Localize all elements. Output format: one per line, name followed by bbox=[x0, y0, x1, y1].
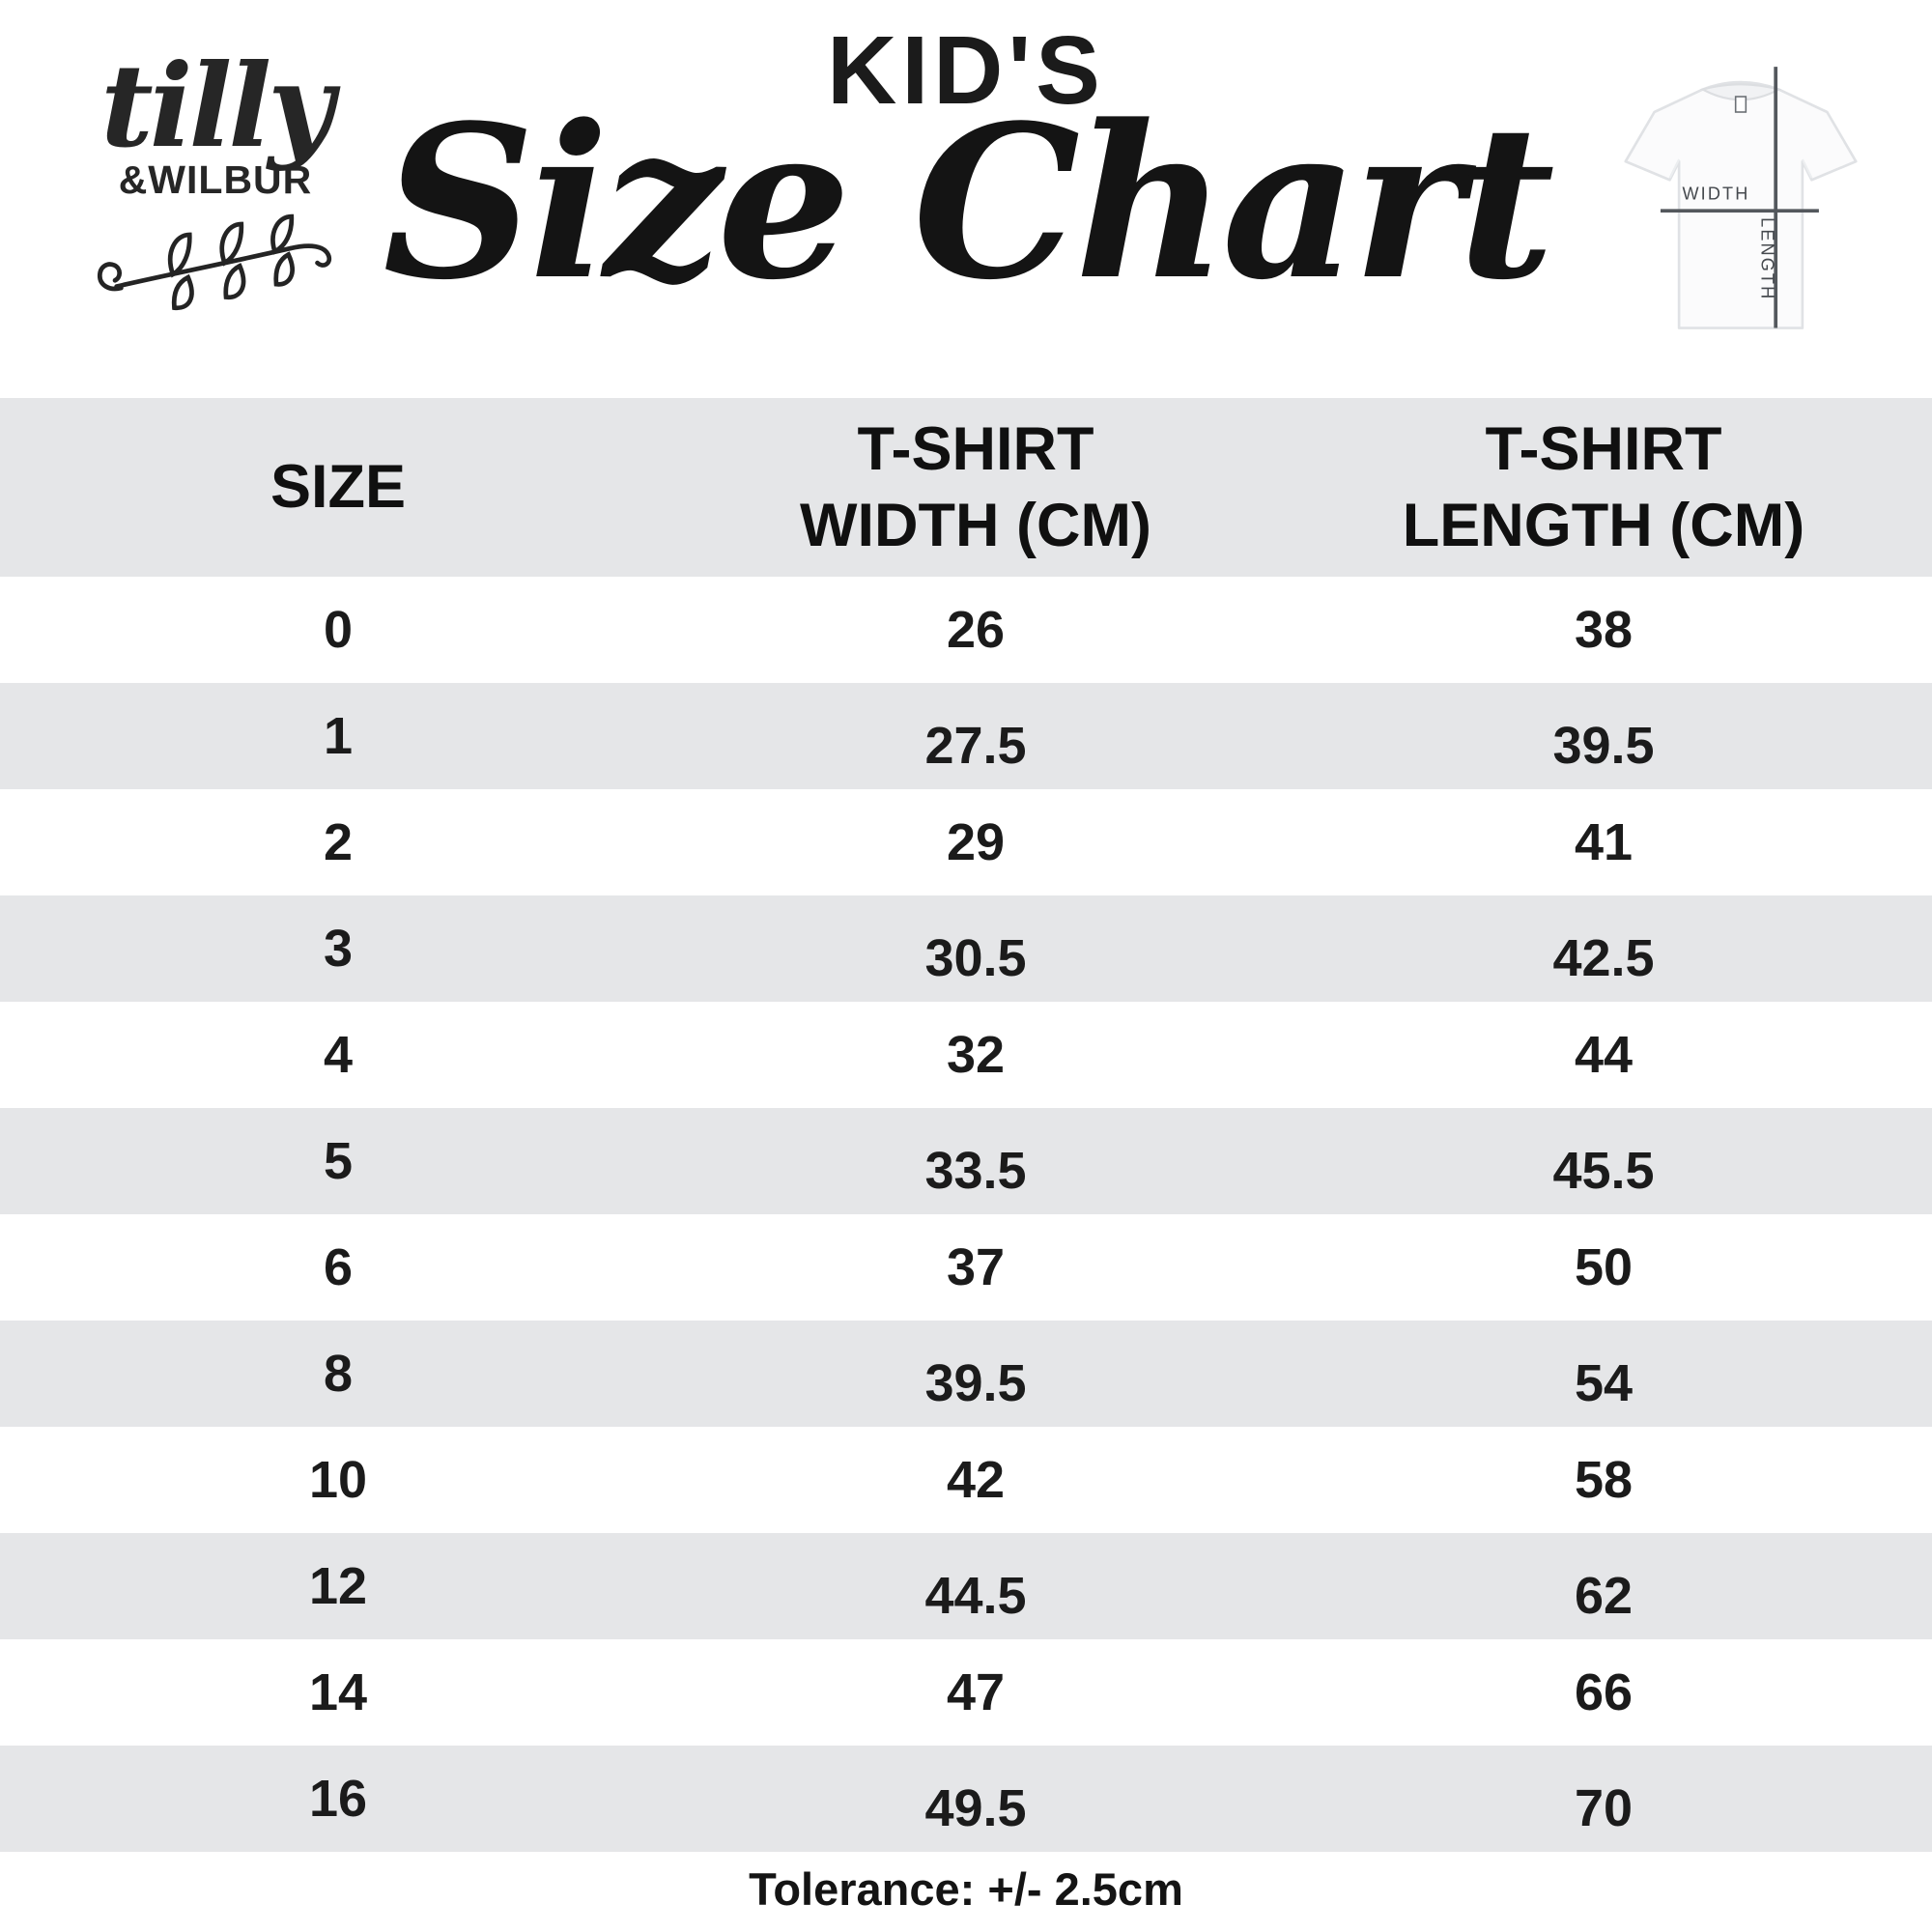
cell-length: 62 bbox=[1574, 1567, 1634, 1625]
table-row: 4 32 44 bbox=[0, 1002, 1932, 1108]
cell-size: 1 bbox=[323, 707, 354, 765]
cell-size: 4 bbox=[323, 1026, 354, 1084]
table-row: 1 27.5 39.5 bbox=[0, 683, 1932, 789]
cell-length: 44 bbox=[1574, 1026, 1634, 1084]
cell-size: 3 bbox=[323, 920, 354, 978]
column-header-size: SIZE bbox=[270, 453, 407, 522]
cell-length: 38 bbox=[1574, 601, 1634, 659]
cell-size: 8 bbox=[323, 1345, 354, 1403]
cell-width: 37 bbox=[946, 1238, 1006, 1296]
neck-tag bbox=[1734, 96, 1747, 113]
cell-length: 42.5 bbox=[1552, 929, 1655, 987]
table-row: 2 29 41 bbox=[0, 789, 1932, 895]
table-header-row: SIZE T-SHIRT WIDTH (CM) T-SHIRT LENGTH (… bbox=[0, 398, 1932, 577]
cell-size: 0 bbox=[323, 601, 354, 659]
tshirt-collar bbox=[1699, 83, 1782, 101]
cell-width: 30.5 bbox=[924, 929, 1027, 987]
width-label: WIDTH bbox=[1683, 184, 1750, 203]
tshirt-measurement-diagram: WIDTH LENGTH bbox=[1586, 48, 1895, 367]
cell-length: 45.5 bbox=[1552, 1142, 1655, 1200]
table-row: 14 47 66 bbox=[0, 1639, 1932, 1746]
tshirt-shape bbox=[1624, 80, 1858, 329]
brand-subname: &WILBUR bbox=[118, 156, 313, 202]
cell-width: 29 bbox=[946, 813, 1006, 871]
column-header-width: T-SHIRT WIDTH (CM) bbox=[800, 414, 1151, 559]
cell-size: 10 bbox=[308, 1451, 368, 1509]
cell-width: 42 bbox=[946, 1451, 1006, 1509]
cell-width: 26 bbox=[946, 601, 1006, 659]
brand-name: tilly bbox=[100, 39, 334, 173]
column-header-length: T-SHIRT LENGTH (CM) bbox=[1402, 414, 1805, 559]
cell-width: 32 bbox=[946, 1026, 1006, 1084]
brand-logo: tilly &WILBUR bbox=[75, 39, 355, 316]
tolerance-note: Tolerance: +/- 2.5cm bbox=[749, 1863, 1183, 1915]
cell-length: 39.5 bbox=[1552, 717, 1655, 775]
cell-width: 47 bbox=[946, 1663, 1006, 1721]
table-row: 8 39.5 54 bbox=[0, 1321, 1932, 1427]
table-row: 16 49.5 70 bbox=[0, 1746, 1932, 1852]
table-body: 0 26 38 1 27.5 39.5 2 29 41 3 30.5 42.5 4 32 44 5 33.5 45… bbox=[0, 577, 1932, 1852]
cell-width: 27.5 bbox=[924, 717, 1027, 775]
cell-size: 6 bbox=[323, 1238, 354, 1296]
table-row: 5 33.5 45.5 bbox=[0, 1108, 1932, 1214]
cell-size: 12 bbox=[308, 1557, 368, 1615]
length-label: LENGTH bbox=[1757, 217, 1776, 300]
cell-size: 2 bbox=[323, 813, 354, 871]
size-table: SIZE T-SHIRT WIDTH (CM) T-SHIRT LENGTH (… bbox=[0, 398, 1932, 1852]
page-kicker: KID'S bbox=[827, 16, 1105, 125]
laurel-branch-icon bbox=[75, 209, 355, 316]
cell-length: 58 bbox=[1574, 1451, 1634, 1509]
cell-length: 66 bbox=[1574, 1663, 1634, 1721]
cell-size: 14 bbox=[308, 1663, 368, 1721]
cell-length: 50 bbox=[1574, 1238, 1634, 1296]
table-row: 3 30.5 42.5 bbox=[0, 895, 1932, 1002]
page-title: Size Chart bbox=[383, 79, 1554, 327]
table-row: 6 37 50 bbox=[0, 1214, 1932, 1321]
cell-length: 41 bbox=[1574, 813, 1634, 871]
table-row: 10 42 58 bbox=[0, 1427, 1932, 1533]
cell-width: 44.5 bbox=[924, 1567, 1027, 1625]
cell-size: 5 bbox=[323, 1132, 354, 1190]
table-row: 12 44.5 62 bbox=[0, 1533, 1932, 1639]
table-row: 0 26 38 bbox=[0, 577, 1932, 683]
cell-length: 54 bbox=[1574, 1354, 1634, 1412]
cell-size: 16 bbox=[308, 1770, 368, 1828]
cell-width: 33.5 bbox=[924, 1142, 1027, 1200]
cell-width: 39.5 bbox=[924, 1354, 1027, 1412]
cell-width: 49.5 bbox=[924, 1779, 1027, 1837]
cell-length: 70 bbox=[1574, 1779, 1634, 1837]
